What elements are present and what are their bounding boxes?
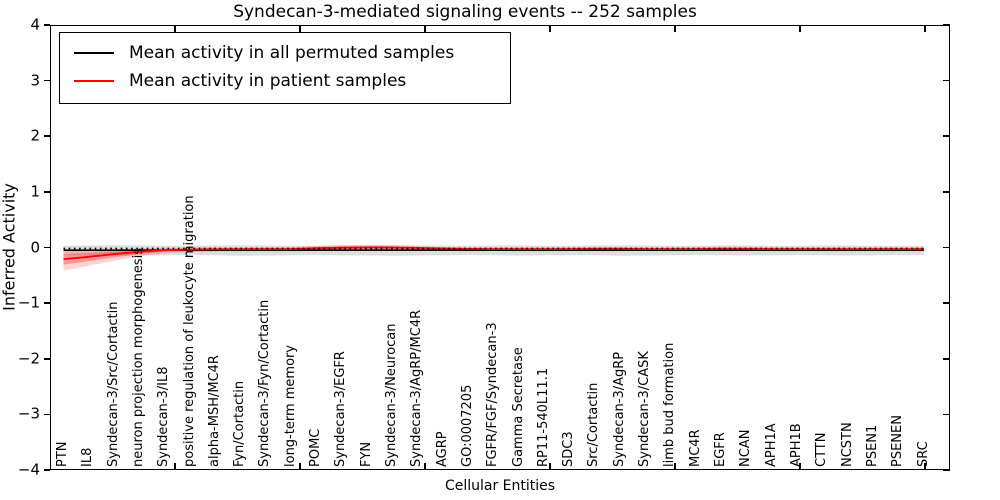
x-tick-label: IL8 [80, 447, 96, 467]
x-tick-label: positive regulation of leukocyte migrati… [181, 195, 197, 467]
y-tick-label: 0 [30, 238, 40, 256]
x-tick-label: RP11-540L11.1 [535, 367, 551, 467]
series-patient-mean [63, 246, 924, 260]
legend: Mean activity in all permuted samples Me… [59, 32, 511, 104]
x-tick-label: PTN [55, 441, 70, 467]
x-tick-label: APH1A [763, 423, 779, 467]
tick-mark [44, 246, 50, 249]
x-tick-label: Syndecan-3/CASK [637, 351, 653, 467]
y-tick-label: 3 [30, 71, 40, 90]
chart-title: Syndecan-3-mediated signaling events -- … [233, 2, 697, 22]
x-tick-label: long-term memory [282, 344, 298, 467]
tick-mark [549, 463, 551, 470]
legend-label: Mean activity in all permuted samples [129, 43, 455, 63]
tick-mark [924, 463, 926, 470]
tick-mark [44, 357, 50, 360]
y-tick-label: −2 [17, 349, 40, 368]
x-tick-label: Syndecan-3/Src/Cortactin [105, 301, 121, 467]
tick-mark [299, 463, 301, 470]
legend-item-patient: Mean activity in patient samples [60, 67, 510, 95]
y-tick-label: −3 [17, 404, 40, 423]
legend-line-black [74, 52, 114, 54]
tick-mark [44, 24, 50, 26]
tick-mark [799, 463, 801, 470]
x-tick-label: AGRP [434, 431, 450, 467]
tick-mark [174, 25, 176, 32]
x-tick-label: APH1B [788, 423, 804, 467]
tick-mark [674, 25, 676, 32]
y-tick-label: −1 [17, 293, 40, 312]
x-tick-label: NCSTN [839, 422, 855, 467]
x-tick-label: Fyn/Cortactin [232, 380, 248, 467]
tick-mark [44, 469, 50, 471]
tick-mark [943, 413, 950, 416]
x-tick-label: Syndecan-3/AgRP [611, 351, 627, 467]
x-tick-label: alpha-MSH/MC4R [206, 355, 222, 467]
x-tick-label: Syndecan-3/EGFR [333, 351, 349, 467]
tick-mark [44, 413, 50, 416]
x-tick-label: GO:0007205 [459, 384, 475, 467]
y-tick-label: 4 [30, 15, 40, 34]
tick-mark [943, 302, 950, 304]
x-tick-label: limb bud formation [662, 342, 678, 467]
tick-mark [44, 135, 50, 138]
tick-mark [943, 24, 950, 26]
x-tick-label: SRC [915, 441, 931, 467]
y-axis-tick-labels: 4 3 2 1 0 −1 −2 −3 −4 [0, 17, 44, 477]
x-tick-label: SDC3 [561, 431, 577, 467]
x-tick-label: NCAN [738, 429, 754, 467]
tick-mark [943, 135, 950, 138]
y-tick-label: 2 [30, 126, 40, 145]
y-tick-label: 1 [30, 182, 40, 201]
tick-mark [424, 463, 426, 470]
x-tick-label: FGFR/FGF/Syndecan-3 [485, 322, 501, 467]
x-tick-label: Syndecan-3/IL8 [156, 366, 172, 467]
x-tick-label: PSEN1 [864, 424, 880, 467]
x-tick-label: Syndecan-3/Fyn/Cortactin [257, 299, 273, 467]
x-tick-label: POMC [308, 428, 324, 467]
x-axis-label: Cellular Entities [444, 478, 556, 494]
tick-mark [943, 469, 950, 471]
tick-mark [943, 79, 950, 82]
tick-mark [943, 246, 950, 249]
tick-mark [44, 302, 50, 304]
x-tick-label: neuron projection morphogenesis [130, 248, 146, 467]
x-tick-label: Syndecan-3/Neurocan [384, 323, 399, 467]
chart-canvas [63, 244, 924, 271]
tick-mark [44, 191, 50, 193]
x-tick-label: CTTN [814, 432, 830, 467]
tick-mark [674, 463, 676, 470]
x-tick-label: FYN [358, 441, 374, 467]
y-tick-label: −4 [17, 460, 40, 479]
tick-mark [799, 25, 801, 32]
x-tick-label: Syndecan-3/AgRP/MC4R [409, 309, 425, 467]
x-tick-label: PSENEN [890, 415, 906, 467]
tick-mark [299, 25, 301, 32]
x-tick-label: EGFR [713, 432, 729, 467]
legend-item-permuted: Mean activity in all permuted samples [60, 39, 510, 67]
legend-line-red [74, 80, 114, 82]
tick-mark [924, 25, 926, 32]
tick-mark [44, 79, 50, 82]
x-tick-label: MC4R [687, 429, 703, 467]
legend-label: Mean activity in patient samples [129, 71, 407, 91]
x-tick-label: Src/Cortactin [586, 382, 602, 467]
tick-mark [943, 191, 950, 193]
x-tick-label: Gamma Secretase [510, 347, 526, 467]
tick-mark [424, 25, 426, 32]
tick-mark [943, 357, 950, 360]
tick-mark [549, 25, 551, 32]
tick-mark [174, 463, 176, 470]
